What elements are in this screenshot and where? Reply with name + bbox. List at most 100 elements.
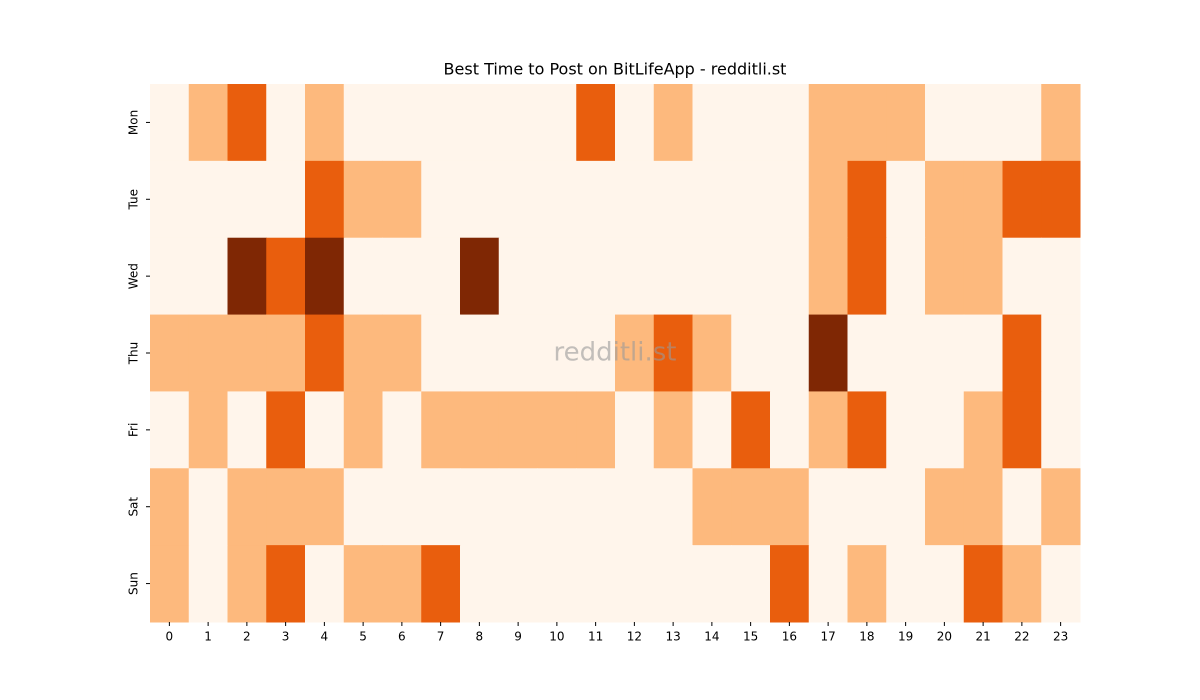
heatmap-cell (847, 84, 887, 162)
heatmap-cell (886, 237, 926, 316)
heatmap-cell (770, 468, 810, 546)
heatmap-cell (537, 391, 577, 469)
heatmap-cell (653, 84, 693, 162)
heatmap-cell (498, 391, 538, 469)
y-tick-label: Sun (127, 572, 141, 595)
heatmap-cell (498, 160, 538, 239)
heatmap-cell (382, 545, 422, 623)
heatmap-cell (770, 314, 810, 392)
heatmap-cell (1041, 237, 1081, 316)
heatmap-cell (576, 314, 616, 392)
heatmap-cell (653, 468, 693, 546)
heatmap-cell (382, 84, 422, 162)
heatmap-cell (808, 314, 848, 392)
heatmap-cell (305, 468, 345, 546)
heatmap-cell (1041, 391, 1081, 469)
heatmap-cell (382, 468, 422, 546)
heatmap-cell (227, 468, 267, 546)
heatmap-cell (615, 314, 655, 392)
heatmap-cell (150, 545, 190, 623)
heatmap-cell (343, 545, 383, 623)
heatmap-cell (382, 391, 422, 469)
heatmap-cell (886, 84, 926, 162)
heatmap-cell (460, 160, 500, 239)
heatmap-cell (963, 545, 1003, 623)
heatmap-cell (770, 545, 810, 623)
heatmap-cell (498, 84, 538, 162)
heatmap-cell (227, 160, 267, 239)
heatmap-cell (576, 468, 616, 546)
heatmap-cell (925, 160, 965, 239)
heatmap-cell (421, 314, 461, 392)
heatmap-cell (537, 160, 577, 239)
heatmap-cell (925, 468, 965, 546)
heatmap-cell (1002, 545, 1042, 623)
heatmap-cell (925, 84, 965, 162)
x-tick-label: 10 (549, 630, 564, 644)
y-tick-label: Thu (127, 342, 141, 366)
heatmap-cell (1041, 545, 1081, 623)
heatmap-cell (266, 391, 306, 469)
heatmap-cell (692, 314, 732, 392)
heatmap-cell (537, 237, 577, 316)
heatmap-cell (421, 391, 461, 469)
heatmap-cell (653, 391, 693, 469)
heatmap-cell (731, 84, 771, 162)
heatmap-cell (188, 160, 228, 239)
heatmap-cell (150, 84, 190, 162)
heatmap-cell (731, 468, 771, 546)
heatmap-cell (343, 468, 383, 546)
heatmap-cell (731, 391, 771, 469)
heatmap-cell (460, 545, 500, 623)
heatmap-cell (576, 545, 616, 623)
heatmap-cell (615, 160, 655, 239)
heatmap-cell (305, 545, 345, 623)
heatmap-cell (847, 314, 887, 392)
heatmap-cell (150, 468, 190, 546)
heatmap-cell (963, 84, 1003, 162)
heatmap-cell (770, 237, 810, 316)
heatmap-cell (382, 237, 422, 316)
x-tick-label: 22 (1014, 630, 1029, 644)
heatmap-cell (886, 468, 926, 546)
heatmap-cell (963, 468, 1003, 546)
heatmap-cell (460, 314, 500, 392)
heatmap-cell (421, 468, 461, 546)
x-tick-label: 15 (743, 630, 758, 644)
x-tick-label: 1 (204, 630, 212, 644)
y-tick-label: Tue (127, 189, 141, 211)
heatmap-cell (576, 391, 616, 469)
heatmap-cell (1041, 314, 1081, 392)
heatmap-cell (925, 391, 965, 469)
x-tick-label: 8 (476, 630, 484, 644)
heatmap-cell (692, 391, 732, 469)
heatmap-cell (343, 391, 383, 469)
heatmap-cell (421, 237, 461, 316)
heatmap-cell (576, 237, 616, 316)
y-tick-label: Wed (127, 263, 141, 289)
y-tick-label: Fri (127, 423, 141, 437)
heatmap-cell (537, 545, 577, 623)
heatmap-cell (886, 545, 926, 623)
heatmap-cell (808, 84, 848, 162)
heatmap-cell (150, 314, 190, 392)
heatmap-cell (847, 545, 887, 623)
heatmap-cell (150, 391, 190, 469)
heatmap-cell (537, 314, 577, 392)
heatmap-cell (498, 314, 538, 392)
heatmap-cell (227, 545, 267, 623)
heatmap-cell (188, 391, 228, 469)
heatmap-cell (537, 84, 577, 162)
x-tick-label: 14 (704, 630, 719, 644)
x-tick-label: 19 (898, 630, 913, 644)
heatmap-cell (421, 84, 461, 162)
heatmap-cell (963, 160, 1003, 239)
heatmap-cell (1002, 160, 1042, 239)
heatmap-cell (1002, 84, 1042, 162)
heatmap-cell (343, 84, 383, 162)
heatmap-cell (1002, 314, 1042, 392)
heatmap-cell (692, 468, 732, 546)
x-tick-label: 6 (398, 630, 406, 644)
heatmap-cell (188, 468, 228, 546)
heatmap-cell (731, 545, 771, 623)
